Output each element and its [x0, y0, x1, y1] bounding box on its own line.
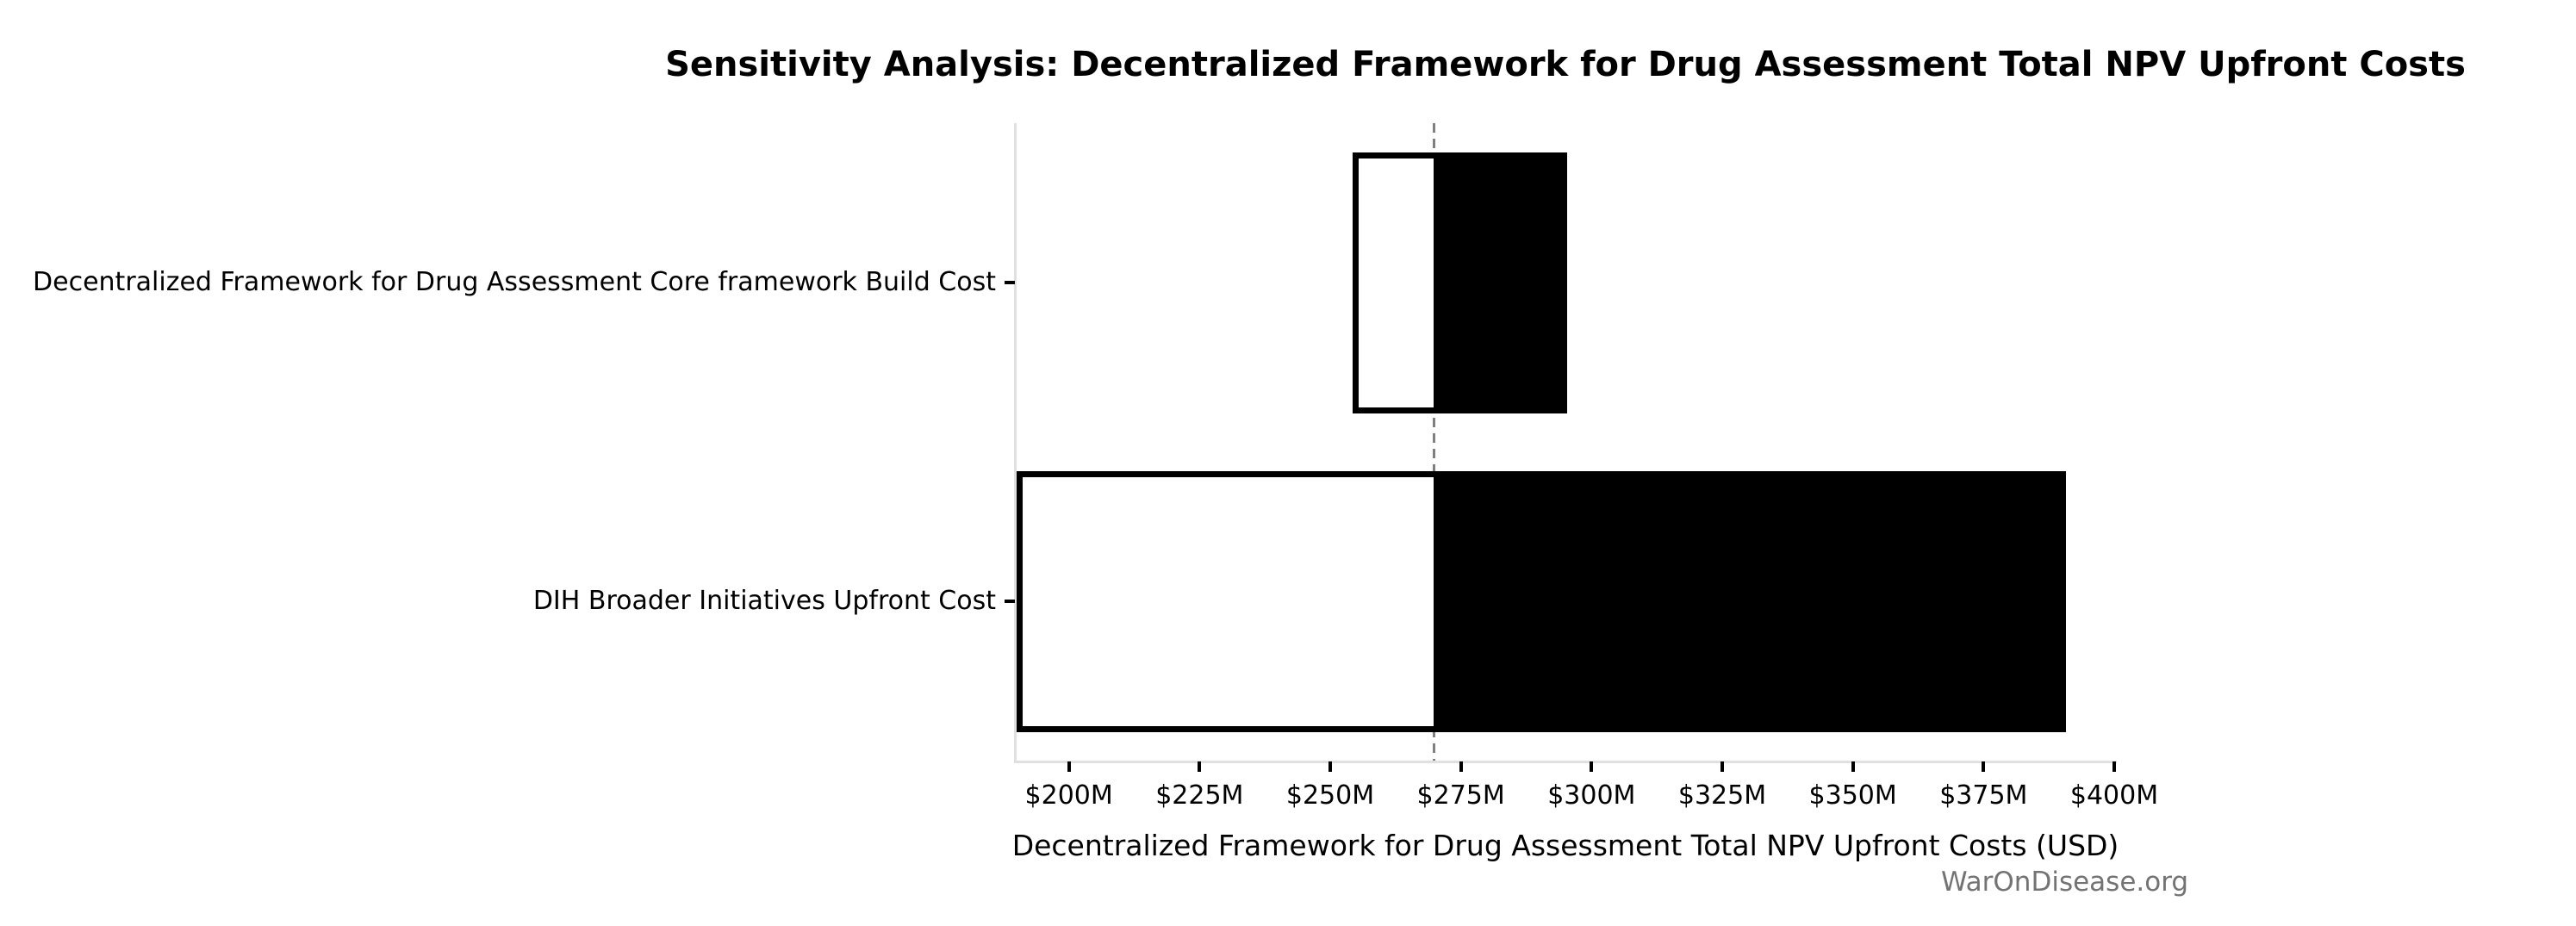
baseline-dashed-line	[1432, 123, 1435, 761]
x-tick-label: $225M	[1155, 780, 1244, 811]
x-tick-label: $275M	[1416, 780, 1505, 811]
x-tick-mark	[1198, 761, 1202, 772]
y-tick-label: Decentralized Framework for Drug Assessm…	[33, 267, 996, 297]
watermark-text: WarOnDisease.org	[1941, 867, 2189, 898]
x-tick-label: $350M	[1808, 780, 1897, 811]
x-tick-mark	[1328, 761, 1332, 772]
x-tick-mark	[1459, 761, 1463, 772]
y-tick-mark	[1005, 600, 1015, 603]
y-tick-label: DIH Broader Initiatives Upfront Cost	[532, 586, 996, 616]
tornado-bar	[1017, 470, 2066, 732]
y-axis-spine	[1014, 123, 1017, 763]
x-tick-label: $250M	[1285, 780, 1375, 811]
bar-high-segment	[1434, 152, 1568, 413]
x-tick-mark	[1067, 761, 1071, 772]
x-tick-mark	[1982, 761, 1986, 772]
x-axis-label: Decentralized Framework for Drug Assessm…	[1011, 829, 2119, 862]
x-axis-spine	[1014, 761, 2117, 763]
y-tick-mark	[1005, 281, 1015, 284]
bar-high-segment	[1434, 470, 2066, 732]
x-tick-label: $375M	[1939, 780, 2028, 811]
x-tick-mark	[2112, 761, 2116, 772]
x-tick-mark	[1720, 761, 1724, 772]
x-tick-mark	[1851, 761, 1855, 772]
x-tick-label: $300M	[1547, 780, 1636, 811]
x-tick-label: $400M	[2069, 780, 2159, 811]
x-tick-label: $200M	[1024, 780, 1113, 811]
x-tick-mark	[1590, 761, 1594, 772]
chart-title: Sensitivity Analysis: Decentralized Fram…	[665, 45, 2466, 84]
tornado-bar	[1353, 152, 1568, 413]
x-tick-label: $325M	[1677, 780, 1767, 811]
